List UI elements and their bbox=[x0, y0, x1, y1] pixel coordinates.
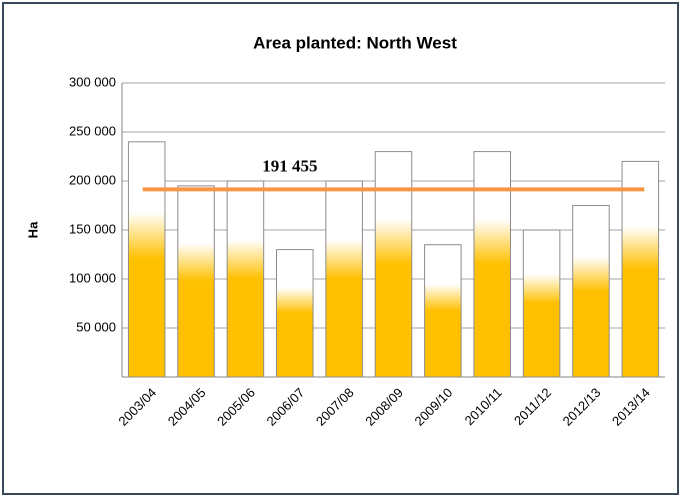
bar bbox=[473, 151, 511, 378]
average-label: 191 455 bbox=[262, 156, 317, 175]
chart-title: Area planted: North West bbox=[253, 33, 457, 52]
bar bbox=[424, 244, 462, 378]
y-tick-label: 300 000 bbox=[69, 74, 116, 89]
bar bbox=[374, 151, 413, 378]
y-axis-label: Ha bbox=[25, 221, 40, 238]
bar bbox=[522, 229, 561, 378]
y-tick-label: 50 000 bbox=[76, 319, 116, 334]
bar bbox=[127, 141, 166, 378]
bar bbox=[621, 160, 660, 378]
y-tick-label: 150 000 bbox=[69, 221, 116, 236]
y-tick-label: 200 000 bbox=[69, 172, 116, 187]
bar bbox=[325, 180, 363, 378]
y-tick-label: 100 000 bbox=[69, 270, 116, 285]
bar bbox=[177, 185, 215, 378]
y-tick-label: 250 000 bbox=[69, 123, 116, 138]
bar bbox=[572, 205, 610, 378]
bar bbox=[226, 180, 265, 378]
bar bbox=[276, 249, 314, 378]
